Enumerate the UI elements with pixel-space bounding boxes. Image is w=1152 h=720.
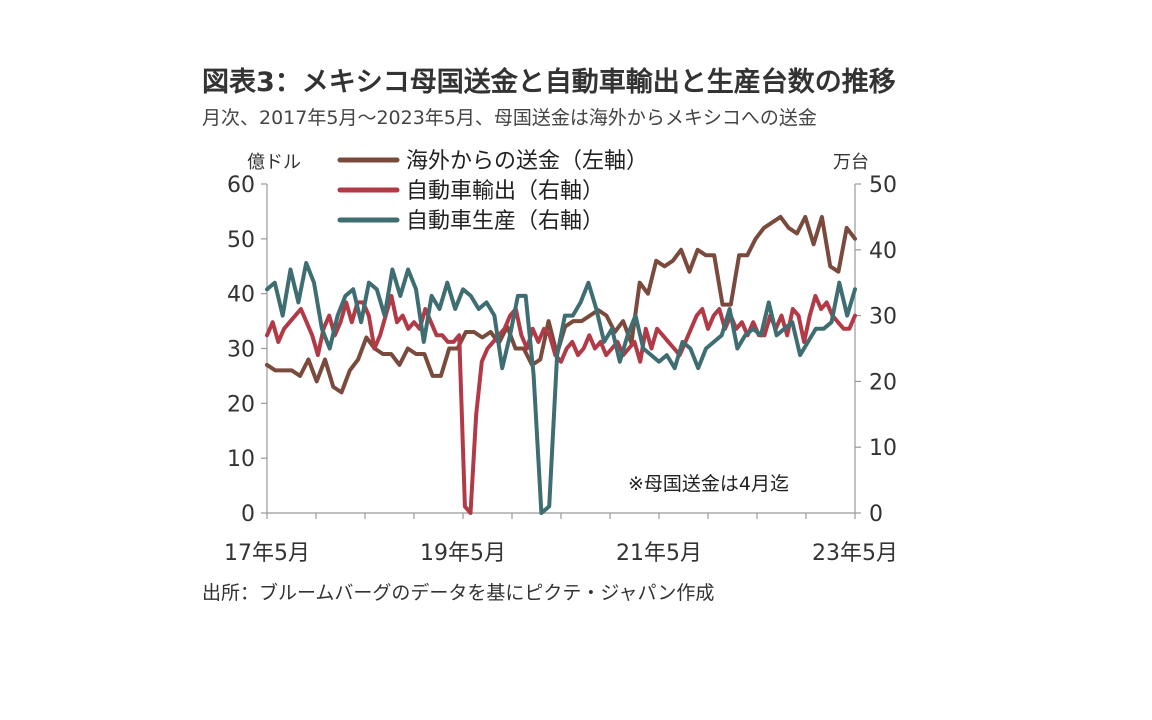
chart-note: ※母国送金は4月迄 <box>628 473 789 495</box>
right-axis-unit: 万台 <box>833 152 869 173</box>
left-tick-label: 30 <box>227 338 255 363</box>
source-note: 出所：ブルームバーグのデータを基にピクテ・ジャパン作成 <box>202 582 715 604</box>
series-line-2 <box>265 261 857 515</box>
left-tick-label: 20 <box>227 392 255 417</box>
chart-subtitle: 月次、2017年5月～2023年5月、母国送金は海外からメキシコへの送金 <box>202 107 817 129</box>
left-tick-label: 10 <box>227 447 255 472</box>
right-tick-label: 50 <box>869 173 897 198</box>
right-tick-label: 20 <box>869 370 897 395</box>
left-tick-label: 40 <box>227 283 255 308</box>
x-tick-label: 19年5月 <box>420 541 506 566</box>
chart-title: 図表3：メキシコ母国送金と自動車輸出と生産台数の推移 <box>202 67 896 98</box>
left-tick-label: 60 <box>227 173 255 198</box>
series-layer <box>265 214 857 515</box>
axes: 0 10 20 30 40 50 60 0 10 20 30 40 50 億ドル 万台 17年5月 19年5月 2… <box>224 152 898 566</box>
legend-label-2: 自動車生産（右軸） <box>406 209 604 234</box>
left-tick-label: 0 <box>241 502 255 527</box>
right-tick-label: 0 <box>869 502 883 527</box>
right-tick-label: 40 <box>869 239 897 264</box>
x-tick-label: 21年5月 <box>616 541 702 566</box>
x-tick-label: 17年5月 <box>224 541 310 566</box>
legend-label-1: 自動車輸出（右軸） <box>406 179 604 204</box>
left-tick-label: 50 <box>227 228 255 253</box>
right-tick-label: 10 <box>869 436 897 461</box>
left-axis-unit: 億ドル <box>247 152 301 173</box>
x-tick-label: 23年5月 <box>812 541 898 566</box>
legend: 海外からの送金（左軸） 自動車輸出（右軸） 自動車生産（右軸） <box>318 145 678 241</box>
right-tick-label: 30 <box>869 305 897 330</box>
legend-label-0: 海外からの送金（左軸） <box>406 149 648 174</box>
